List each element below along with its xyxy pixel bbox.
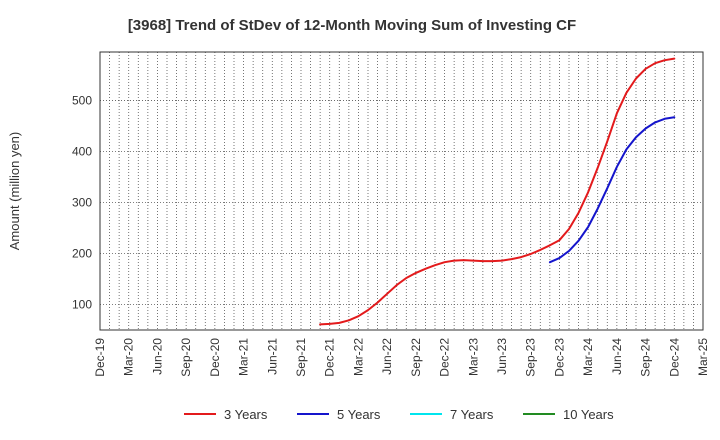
series-layer [319,57,676,326]
x-ticks: Dec-19 Mar-20 Jun-20 Sep-20 Dec-20 Mar-21 Jun-… [93,338,710,377]
x-tick-label: Dec-23 [552,338,566,377]
x-tick-label: Dec-22 [438,338,452,377]
y-ticks: 100 200 300 400 500 [72,93,92,311]
x-tick-label: Mar-25 [696,338,710,376]
y-tick-label: 300 [72,195,92,209]
x-tick-label: Jun-22 [380,338,394,375]
legend-label: 3 Years [224,407,268,422]
legend-label: 10 Years [563,407,614,422]
x-tick-label: Dec-24 [667,338,681,377]
legend-item: 7 Years [410,407,494,422]
y-tick-label: 100 [72,297,92,311]
x-tick-label: Jun-24 [610,338,624,375]
y-tick-label: 400 [72,144,92,158]
legend-item: 3 Years [184,407,268,422]
x-tick-label: Jun-20 [150,338,164,375]
x-tick-label: Mar-20 [122,338,136,376]
x-tick-label: Jun-21 [265,338,279,375]
x-tick-label: Mar-23 [466,338,480,376]
x-tick-label: Dec-20 [208,338,222,377]
legend-item: 5 Years [297,407,381,422]
y-axis-label: Amount (million yen) [7,132,22,251]
legend-label: 5 Years [337,407,381,422]
chart-title: [3968] Trend of StDev of 12-Month Moving… [128,17,576,34]
plot-area [99,51,704,331]
x-tick-label: Sep-23 [524,338,538,377]
legend-item: 10 Years [523,407,614,422]
x-tick-label: Sep-22 [409,338,423,377]
x-tick-label: Dec-19 [93,338,107,377]
x-tick-label: Sep-24 [639,338,653,377]
y-tick-label: 200 [72,246,92,260]
x-tick-label: Mar-24 [581,338,595,376]
x-tick-label: Mar-21 [237,338,251,376]
series-line-3-years [319,57,676,326]
x-tick-label: Mar-22 [351,338,365,376]
series-line-5-years [548,116,676,264]
x-tick-label: Jun-23 [495,338,509,375]
x-tick-label: Sep-21 [294,338,308,377]
x-tick-label: Sep-20 [179,338,193,377]
legend: 3 Years 5 Years 7 Years 10 Years [184,407,614,422]
grid [100,52,703,330]
legend-label: 7 Years [450,407,494,422]
y-tick-label: 500 [72,93,92,107]
x-tick-label: Dec-21 [323,338,337,377]
